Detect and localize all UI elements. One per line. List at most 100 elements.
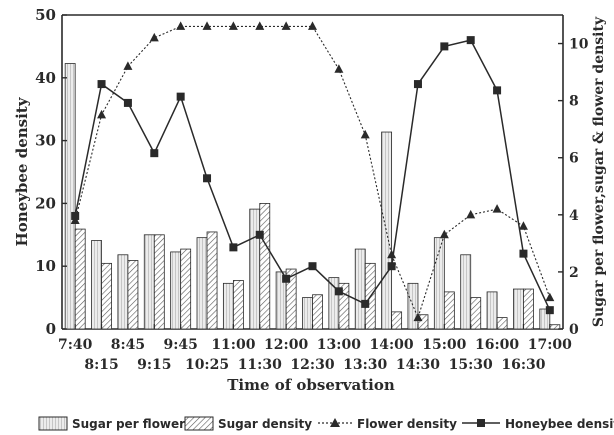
marker-honeybee-density-1500 bbox=[440, 42, 449, 51]
marker-flower-density-1530 bbox=[466, 209, 476, 219]
bar-sugar-density-845 bbox=[127, 260, 139, 330]
bar-sugar-per-flower-815 bbox=[91, 240, 102, 330]
right-tick-label: 4 bbox=[569, 208, 579, 224]
legend-item-sugar-density: Sugar density bbox=[184, 416, 312, 431]
bar-sugar-per-flower-1130 bbox=[249, 208, 261, 330]
legend: Sugar per flower Sugar density Flower de… bbox=[38, 416, 614, 431]
bar-sugar-density-1025 bbox=[206, 231, 218, 330]
marker-honeybee-density-1400 bbox=[387, 262, 396, 271]
right-tick-label: 0 bbox=[569, 322, 579, 338]
left-tick-label: 10 bbox=[35, 257, 56, 275]
marker-flower-density-1025 bbox=[202, 21, 212, 30]
bar-sugar-per-flower-1600 bbox=[486, 291, 498, 330]
left-axis-title: Honeybee density bbox=[13, 96, 31, 246]
marker-flower-density-1400 bbox=[387, 249, 397, 259]
left-tick-label: 40 bbox=[35, 69, 56, 87]
marker-honeybee-density-1230 bbox=[308, 262, 317, 271]
right-axis-ticks: 0 2 4 6 8 10 bbox=[558, 37, 589, 338]
marker-flower-density-815 bbox=[97, 109, 107, 119]
bar-sugar-per-flower-1400 bbox=[381, 131, 393, 330]
legend-label-sugar-density: Sugar density bbox=[218, 417, 312, 431]
bar-sugar-per-flower-1230 bbox=[302, 297, 313, 330]
bar-sugar-density-1130 bbox=[259, 202, 271, 330]
bar-sugar-density-1300 bbox=[338, 282, 350, 330]
legend-item-honeybee-density: Honeybee density bbox=[462, 417, 614, 431]
bar-sugar-per-flower-1300 bbox=[328, 277, 340, 330]
marker-honeybee-density-1700 bbox=[545, 306, 554, 315]
marker-flower-density-1700 bbox=[545, 292, 555, 302]
right-tick-label: 2 bbox=[569, 265, 579, 281]
legend-label-sugar-per-flower: Sugar per flower bbox=[72, 417, 185, 431]
x-tick-label: 9:45 bbox=[163, 337, 197, 353]
x-tick-label: 15:00 bbox=[422, 337, 466, 353]
x-tick-label: 12:00 bbox=[264, 337, 308, 353]
marker-flower-density-1500 bbox=[439, 229, 449, 239]
bar-sugar-density-1600 bbox=[496, 317, 508, 330]
bar-sugar-density-1230 bbox=[312, 294, 323, 330]
marker-honeybee-density-1200 bbox=[282, 274, 291, 283]
marker-honeybee-density-740 bbox=[71, 211, 80, 220]
x-tick-label: 12:30 bbox=[290, 357, 334, 373]
marker-flower-density-1100 bbox=[228, 21, 238, 30]
bar-sugar-per-flower-1700 bbox=[539, 308, 551, 330]
legend-label-honeybee-density: Honeybee density bbox=[505, 417, 614, 431]
left-axis-ticks: 0 10 20 30 40 50 bbox=[35, 6, 67, 338]
legend-marker-triangle-icon bbox=[330, 418, 340, 427]
legend-marker-square-icon bbox=[477, 419, 485, 427]
bar-sugar-per-flower-845 bbox=[117, 254, 129, 330]
legend-item-flower-density: Flower density bbox=[318, 417, 457, 431]
left-tick-label: 30 bbox=[35, 132, 56, 150]
x-tick-label: 11:30 bbox=[238, 357, 282, 373]
marker-flower-density-1300 bbox=[334, 64, 344, 73]
marker-honeybee-density-1100 bbox=[229, 243, 238, 252]
marker-honeybee-density-945 bbox=[176, 92, 185, 101]
marker-honeybee-density-1025 bbox=[203, 174, 212, 183]
x-tick-label: 8:15 bbox=[84, 357, 118, 373]
legend-label-flower-density: Flower density bbox=[357, 417, 457, 431]
bar-sugar-density-915 bbox=[153, 234, 165, 330]
marker-flower-density-845 bbox=[123, 61, 133, 70]
right-tick-label: 10 bbox=[569, 37, 589, 53]
marker-flower-density-1230 bbox=[308, 21, 317, 30]
bar-sugar-density-740 bbox=[74, 228, 86, 330]
bar-sugar-per-flower-1330 bbox=[354, 248, 366, 330]
marker-flower-density-1130 bbox=[255, 21, 265, 30]
bar-sugar-density-1400 bbox=[391, 311, 403, 330]
bar-sugar-density-1100 bbox=[232, 280, 244, 330]
marker-honeybee-density-1330 bbox=[361, 299, 370, 308]
legend-swatch-sugar-density bbox=[184, 416, 214, 431]
bar-sugar-per-flower-945 bbox=[170, 251, 182, 330]
marker-honeybee-density-915 bbox=[150, 149, 159, 158]
marker-flower-density-1430 bbox=[413, 312, 423, 322]
marker-flower-density-915 bbox=[149, 32, 159, 42]
bar-sugar-density-945 bbox=[180, 248, 192, 330]
left-tick-label: 0 bbox=[46, 320, 56, 338]
bar-sugar-per-flower-1630 bbox=[513, 288, 524, 330]
right-tick-label: 6 bbox=[569, 151, 579, 167]
x-tick-label: 10:25 bbox=[185, 357, 229, 373]
marker-flower-density-1330 bbox=[360, 129, 370, 139]
x-tick-label: 16:30 bbox=[501, 357, 545, 373]
bar-sugar-per-flower-1530 bbox=[460, 254, 472, 330]
left-tick-label: 50 bbox=[35, 6, 56, 24]
x-tick-label: 7:40 bbox=[58, 337, 93, 353]
bar-sugar-per-flower-915 bbox=[143, 234, 155, 330]
bar-sugar-density-1530 bbox=[470, 297, 482, 330]
x-tick-label: 8:45 bbox=[111, 337, 145, 353]
right-axis-title: Sugar per flower,sugar & flower density bbox=[591, 16, 607, 327]
marker-honeybee-density-1530 bbox=[466, 36, 475, 45]
bar-sugar-density-1500 bbox=[443, 291, 455, 330]
legend-item-sugar-per-flower: Sugar per flower bbox=[38, 416, 185, 431]
marker-flower-density-1630 bbox=[518, 221, 528, 230]
marker-honeybee-density-1300 bbox=[334, 287, 343, 296]
x-tick-label: 14:30 bbox=[396, 357, 440, 373]
marker-flower-density-1200 bbox=[281, 21, 291, 30]
marker-honeybee-density-845 bbox=[123, 98, 132, 107]
marker-flower-density-945 bbox=[176, 21, 186, 30]
bar-sugar-per-flower-1100 bbox=[222, 282, 234, 330]
marker-honeybee-density-815 bbox=[97, 80, 106, 89]
x-tick-label: 17:00 bbox=[528, 337, 572, 353]
legend-swatch-sugar-per-flower bbox=[38, 416, 68, 431]
x-tick-label: 16:00 bbox=[475, 337, 519, 353]
